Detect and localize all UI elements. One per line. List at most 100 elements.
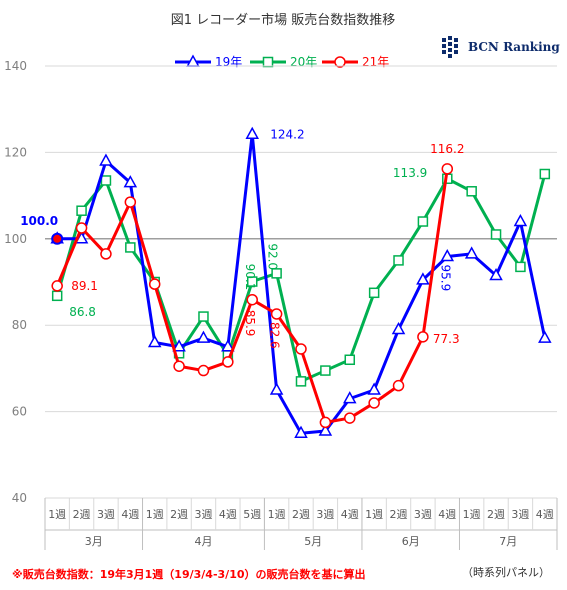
data-point xyxy=(100,248,112,260)
month-label: 5月 xyxy=(304,535,322,548)
legend-label: 20年 xyxy=(290,55,317,69)
x-tick-label: 1週 xyxy=(268,508,286,521)
data-point xyxy=(196,330,211,343)
y-axis: 40 60 80 100 120 140 xyxy=(4,59,27,505)
month-label: 7月 xyxy=(499,535,517,548)
x-tick-label: 4週 xyxy=(219,508,237,521)
series-20年 xyxy=(51,168,551,387)
data-point xyxy=(125,242,136,253)
data-point xyxy=(124,196,137,208)
x-tick-label: 5週 xyxy=(243,508,261,521)
x-tick-label: 4週 xyxy=(438,508,456,521)
y-tick-label: 140 xyxy=(4,59,27,73)
data-point xyxy=(269,382,284,395)
legend-label: 19年 xyxy=(215,55,242,69)
data-point xyxy=(246,276,258,287)
month-label: 3月 xyxy=(85,535,103,548)
x-tick-label: 3週 xyxy=(316,508,334,521)
data-point xyxy=(51,290,63,302)
data-point xyxy=(393,255,404,266)
data-point xyxy=(51,280,63,292)
x-tick-label: 1週 xyxy=(48,508,66,521)
x-tick-label: 4週 xyxy=(341,508,359,521)
annotations: 100.0 89.1 86.8 124.2 90.1 92.0 85.9 82.6 116.21… xyxy=(20,127,464,348)
data-point xyxy=(123,175,138,188)
month-label: 6月 xyxy=(402,535,420,548)
data-label: 86.8 xyxy=(69,305,96,319)
data-label: 85.9 xyxy=(243,310,257,337)
x-tick-label: 2週 xyxy=(73,508,91,521)
data-point xyxy=(147,334,162,348)
data-point xyxy=(294,425,308,438)
data-point xyxy=(368,287,380,299)
data-label: 90.1 xyxy=(243,264,257,291)
data-point xyxy=(466,186,477,197)
data-point xyxy=(75,222,88,234)
data-point xyxy=(100,175,112,186)
data-point xyxy=(513,213,528,227)
series-21年 xyxy=(51,163,454,429)
legend-label: 21年 xyxy=(362,55,389,69)
x-tick-label: 3週 xyxy=(97,508,115,521)
data-label: 82.6 xyxy=(268,322,282,349)
data-point xyxy=(368,397,380,409)
legend-item: 20年 xyxy=(250,55,317,69)
data-point xyxy=(440,248,455,262)
month-label: 4月 xyxy=(194,535,212,548)
x-axis: 1週 2週 3週 4週 1週 2週 3週 4週 5週 1週 2週 3週 4週 1週 2週 3週 4週 1週 2週 3週… xyxy=(44,498,558,550)
data-point xyxy=(295,343,307,355)
data-point xyxy=(246,293,258,306)
x-tick-label: 4週 xyxy=(536,508,554,521)
data-point xyxy=(245,126,260,140)
x-tick-label: 1週 xyxy=(365,508,383,521)
data-label: 77.3 xyxy=(433,332,460,346)
data-point xyxy=(99,153,113,166)
x-tick-label: 4週 xyxy=(121,508,139,521)
y-tick-label: 100 xyxy=(4,232,27,246)
data-point xyxy=(222,356,234,368)
data-point xyxy=(417,331,429,343)
data-point xyxy=(391,321,406,335)
data-label: 116.2 xyxy=(430,142,464,156)
x-tick-label: 3週 xyxy=(194,508,212,521)
x-tick-label: 2週 xyxy=(487,508,505,521)
data-point xyxy=(538,330,552,343)
data-point xyxy=(490,229,502,240)
data-point xyxy=(416,272,430,285)
data-label: 100.0 xyxy=(20,214,58,228)
data-point xyxy=(295,376,307,387)
data-label: 89.1 xyxy=(71,279,98,293)
logo-icon xyxy=(442,36,458,58)
data-point xyxy=(417,216,429,227)
legend: 19年 20年 21年 xyxy=(175,54,389,69)
y-tick-label: 60 xyxy=(12,405,27,419)
data-point xyxy=(319,416,332,429)
data-point xyxy=(489,267,503,281)
data-label: 95.9 xyxy=(438,265,452,292)
data-label: 113.9 xyxy=(393,166,427,180)
series-layer xyxy=(50,126,552,438)
legend-item: 21年 xyxy=(322,55,389,69)
data-point xyxy=(344,412,356,424)
x-tick-label: 2週 xyxy=(170,508,188,521)
y-tick-label: 80 xyxy=(12,318,27,332)
data-point xyxy=(320,365,331,376)
data-point xyxy=(367,382,381,395)
x-tick-label: 2週 xyxy=(390,508,408,521)
data-point xyxy=(173,360,185,372)
data-point xyxy=(342,391,357,404)
bcn-logo: BCN Ranking xyxy=(440,36,560,60)
x-tick-label: 3週 xyxy=(511,508,529,521)
legend-item: 19年 xyxy=(175,54,242,69)
data-point xyxy=(148,278,161,290)
data-point xyxy=(392,379,405,392)
series-19年 xyxy=(50,126,552,438)
data-point xyxy=(198,311,209,322)
data-point xyxy=(539,168,551,180)
data-point xyxy=(464,246,479,259)
data-point xyxy=(271,268,282,279)
data-point xyxy=(318,423,333,436)
data-point xyxy=(441,163,454,175)
data-point xyxy=(221,339,235,352)
